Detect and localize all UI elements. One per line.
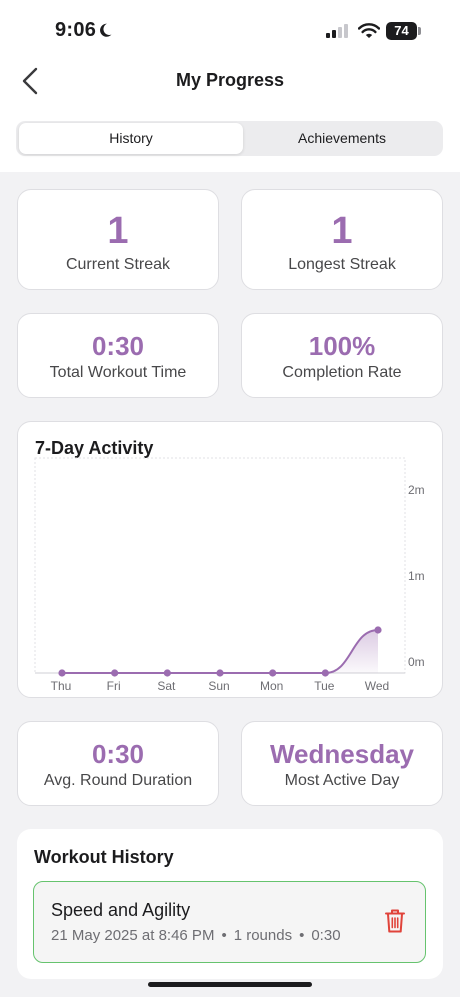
data-point: [216, 669, 224, 677]
current-streak-card: 1 Current Streak: [17, 189, 219, 290]
workout-rounds: 1 rounds: [233, 927, 293, 944]
chevron-left-icon: [22, 67, 38, 95]
battery-cap: [418, 27, 421, 35]
tab-history[interactable]: History: [19, 123, 243, 154]
x-tick-label: Mon: [260, 679, 283, 693]
x-tick-label: Sun: [208, 679, 229, 693]
longest-streak-value: 1: [331, 210, 353, 252]
series-line: [62, 629, 379, 674]
workout-meta: 21 May 2025 at 8:46 PM • 1 rounds • 0:30: [51, 927, 341, 944]
total-workout-time-label: Total Workout Time: [49, 364, 187, 381]
series-area: [62, 630, 378, 673]
workout-date: 21 May 2025 at 8:46 PM: [51, 927, 215, 944]
longest-streak-label: Longest Streak: [288, 256, 396, 273]
home-indicator: [148, 982, 312, 987]
most-active-day-card: Wednesday Most Active Day: [241, 721, 443, 806]
longest-streak-card: 1 Longest Streak: [241, 189, 443, 290]
completion-rate-label: Completion Rate: [282, 364, 402, 381]
segmented-control: History Achievements: [16, 121, 443, 156]
data-point: [58, 669, 66, 677]
back-button[interactable]: [16, 64, 46, 98]
data-point: [111, 669, 119, 677]
data-point: [374, 626, 382, 634]
activity-chart-card: 7-Day Activity 0m 1m 2m Thu Fri Sat Sun Mon Tue W…: [17, 421, 443, 698]
total-workout-time-card: 0:30 Total Workout Time: [17, 313, 219, 398]
workout-history-title: Workout History: [34, 847, 174, 867]
trash-icon[interactable]: [384, 908, 406, 934]
battery-icon: 74: [386, 22, 417, 40]
workout-history-item[interactable]: Speed and Agility 21 May 2025 at 8:46 PM…: [33, 881, 426, 963]
x-tick-label: Wed: [365, 679, 389, 693]
tab-achievements[interactable]: Achievements: [298, 130, 386, 146]
x-tick-label: Sat: [157, 679, 176, 693]
current-streak-value: 1: [107, 210, 129, 252]
data-point: [163, 669, 171, 677]
avg-round-duration-label: Avg. Round Duration: [43, 772, 193, 789]
x-tick-label: Thu: [51, 679, 72, 693]
header-area: 9:06 74 My Progress History Achievements: [0, 0, 460, 172]
avg-round-duration-card: 0:30 Avg. Round Duration: [17, 721, 219, 806]
x-tick-label: Fri: [107, 679, 121, 693]
separator-dot: •: [299, 927, 305, 944]
moon-icon: [100, 23, 112, 37]
completion-rate-value: 100%: [308, 331, 376, 361]
workout-duration: 0:30: [311, 927, 341, 944]
avg-round-duration-value: 0:30: [91, 739, 145, 769]
x-tick-label: Tue: [314, 679, 335, 693]
workout-name: Speed and Agility: [51, 900, 191, 920]
y-tick-label: 0m: [408, 655, 425, 669]
wifi-icon: [358, 23, 380, 38]
status-time: 9:06: [55, 19, 97, 41]
workout-history-card: Workout History Speed and Agility 21 May…: [17, 829, 443, 979]
y-tick-label: 2m: [408, 483, 425, 497]
current-streak-label: Current Streak: [65, 256, 171, 273]
page-title: My Progress: [175, 70, 285, 90]
separator-dot: •: [221, 927, 227, 944]
activity-chart: 0m 1m 2m Thu Fri Sat Sun Mon Tue Wed: [34, 457, 425, 693]
most-active-day-label: Most Active Day: [284, 772, 400, 789]
signal-icon: [326, 24, 348, 38]
chart-title: 7-Day Activity: [35, 438, 154, 458]
completion-rate-card: 100% Completion Rate: [241, 313, 443, 398]
y-tick-label: 1m: [408, 569, 425, 583]
data-point: [269, 669, 277, 677]
total-workout-time-value: 0:30: [91, 331, 145, 361]
data-point: [321, 669, 329, 677]
most-active-day-value: Wednesday: [269, 739, 414, 769]
chart-plot-frame: [34, 457, 406, 674]
